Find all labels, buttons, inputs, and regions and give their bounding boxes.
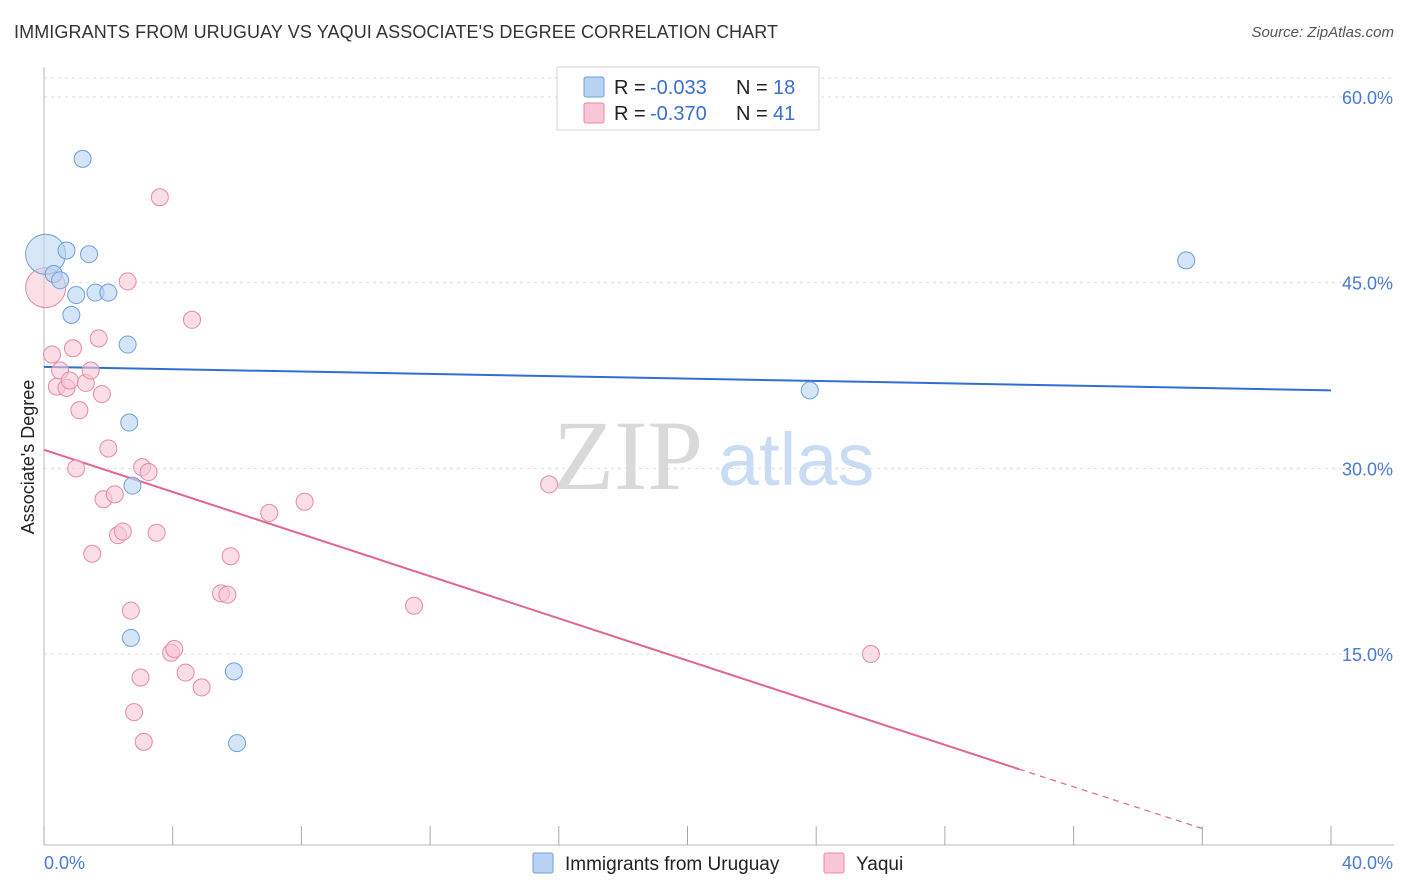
data-point-yaqui xyxy=(192,678,211,697)
data-point-uruguay xyxy=(62,305,81,324)
y-tick-label-30: 30.0% xyxy=(1342,459,1393,479)
chart-title: IMMIGRANTS FROM URUGUAY VS YAQUI ASSOCIA… xyxy=(14,22,779,42)
data-point-yaqui xyxy=(121,601,140,620)
data-point-yaqui xyxy=(63,339,82,358)
legend-n-value-yaqui: 41 xyxy=(773,103,795,125)
legend-r-value-yaqui: -0.370 xyxy=(650,103,707,125)
data-point-uruguay xyxy=(73,149,92,168)
data-point-yaqui xyxy=(861,645,880,663)
y-axis-title: Associate's Degree xyxy=(18,380,38,535)
data-point-yaqui xyxy=(147,523,166,542)
data-point-yaqui xyxy=(134,732,153,751)
data-point-uruguay xyxy=(123,476,142,495)
data-point-yaqui xyxy=(165,640,184,659)
x-tick-label-max: 40.0% xyxy=(1342,853,1393,873)
data-point-yaqui xyxy=(70,401,89,420)
y-tick-label-60: 60.0% xyxy=(1342,88,1393,108)
data-point-yaqui xyxy=(43,345,62,364)
data-point-yaqui xyxy=(67,459,86,478)
legend-r-value-uruguay: -0.033 xyxy=(650,77,707,99)
legend-swatch-yaqui xyxy=(583,102,605,124)
data-point-yaqui xyxy=(405,596,424,615)
x-tick-label-min: 0.0% xyxy=(44,853,85,873)
data-point-yaqui xyxy=(105,485,124,504)
data-point-yaqui xyxy=(176,663,195,682)
data-point-yaqui xyxy=(221,547,240,566)
data-point-uruguay xyxy=(80,245,99,264)
data-point-uruguay xyxy=(57,241,76,260)
source-credit: Source: ZipAtlas.com xyxy=(1251,24,1394,41)
data-point-uruguay xyxy=(228,734,247,753)
data-point-yaqui xyxy=(118,272,137,291)
data-point-yaqui xyxy=(131,668,150,687)
data-point-uruguay xyxy=(224,662,243,681)
data-point-yaqui xyxy=(183,310,202,329)
legend-n-label-yaqui: N = xyxy=(736,103,768,125)
trendlines xyxy=(43,365,1332,830)
axes xyxy=(43,67,1394,846)
yaqui-points xyxy=(25,188,880,751)
data-point-uruguay xyxy=(118,335,137,354)
data-point-uruguay xyxy=(67,286,86,305)
legend-top: R = -0.033 N = 18 R = -0.370 N = 41 xyxy=(556,66,820,131)
data-point-yaqui xyxy=(81,361,100,380)
trendline-yaqui xyxy=(43,448,1020,771)
data-point-uruguay xyxy=(800,381,819,400)
data-point-uruguay xyxy=(51,271,70,290)
data-point-yaqui xyxy=(83,544,102,563)
data-point-yaqui xyxy=(260,503,279,522)
data-point-yaqui xyxy=(113,522,132,541)
legend-bottom: Immigrants from Uruguay Yaqui xyxy=(532,852,903,875)
data-point-yaqui xyxy=(540,475,559,494)
data-point-uruguay xyxy=(99,283,118,302)
watermark: ZIP atlas xyxy=(553,400,874,511)
y-tick-label-15: 15.0% xyxy=(1342,645,1393,665)
bottom-legend-swatch-uruguay xyxy=(532,852,554,874)
bottom-legend-label-uruguay: Immigrants from Uruguay xyxy=(565,854,780,875)
data-point-uruguay xyxy=(121,628,140,647)
watermark-zip: ZIP xyxy=(553,400,703,511)
data-point-yaqui xyxy=(295,492,314,511)
data-point-uruguay xyxy=(1177,251,1196,270)
data-point-yaqui xyxy=(125,703,144,722)
y-tick-labels: 15.0% 30.0% 45.0% 60.0% xyxy=(1342,88,1393,665)
legend-r-label-yaqui: R = xyxy=(614,103,646,125)
bottom-legend-swatch-yaqui xyxy=(823,852,845,874)
watermark-atlas: atlas xyxy=(718,418,874,501)
gridlines xyxy=(44,77,1394,655)
legend-n-label-uruguay: N = xyxy=(736,77,768,99)
data-point-yaqui xyxy=(92,385,111,404)
y-tick-label-45: 45.0% xyxy=(1342,274,1393,294)
legend-r-label-uruguay: R = xyxy=(614,77,646,99)
trendline-uruguay xyxy=(43,365,1332,392)
trendline-yaqui-extension xyxy=(1018,768,1203,830)
data-point-yaqui xyxy=(139,463,158,482)
bottom-legend-label-yaqui: Yaqui xyxy=(856,854,903,875)
uruguay-points xyxy=(25,149,1196,753)
legend-n-value-uruguay: 18 xyxy=(773,77,795,99)
legend-swatch-uruguay xyxy=(583,76,605,98)
data-point-uruguay xyxy=(120,413,139,432)
data-point-yaqui xyxy=(150,188,169,207)
data-point-yaqui xyxy=(218,585,237,604)
data-point-yaqui xyxy=(89,329,108,348)
data-point-yaqui xyxy=(99,439,118,458)
data-point-yaqui xyxy=(60,371,79,390)
